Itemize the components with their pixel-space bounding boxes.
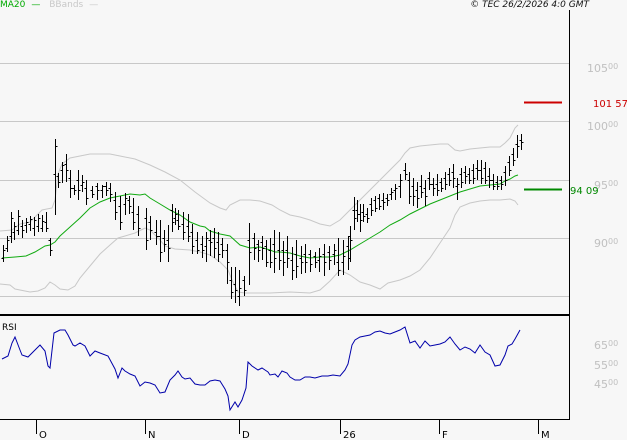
resistance-label: 101 57 <box>593 99 627 110</box>
x-label-dec: D <box>242 430 250 440</box>
copyright-timestamp: © TEC 26/2/2026 4:0 GMT <box>470 0 589 10</box>
x-axis-ticks <box>36 420 539 434</box>
x-label-feb: F <box>442 430 448 440</box>
legend-ma20-label: MA20 <box>0 0 26 10</box>
chart-legend: MA20— BBands — <box>0 0 104 12</box>
legend-bbands: BBands — <box>49 0 99 10</box>
rsi-axis-labels: 6500 5500 4500 <box>594 339 618 391</box>
x-label-nov: N <box>148 430 155 440</box>
ohlc-bars <box>1 134 524 306</box>
legend-bbands-label: BBands <box>49 0 84 10</box>
x-label-mar: M <box>541 430 550 440</box>
x-label-oct: O <box>39 430 47 440</box>
support-label: 94 09 <box>570 186 599 197</box>
rsi-line <box>1 326 521 412</box>
rsi-title: RSI <box>2 323 17 333</box>
price-gridlines <box>0 63 569 297</box>
ma20-line <box>1 174 519 259</box>
x-axis-labels: O N D 26 F M <box>39 430 550 440</box>
x-label-jan-2026: 26 <box>343 430 356 440</box>
legend-ma20: MA20— <box>0 0 41 10</box>
price-axis-labels: 10500 10000 9500 9000 <box>587 62 618 250</box>
